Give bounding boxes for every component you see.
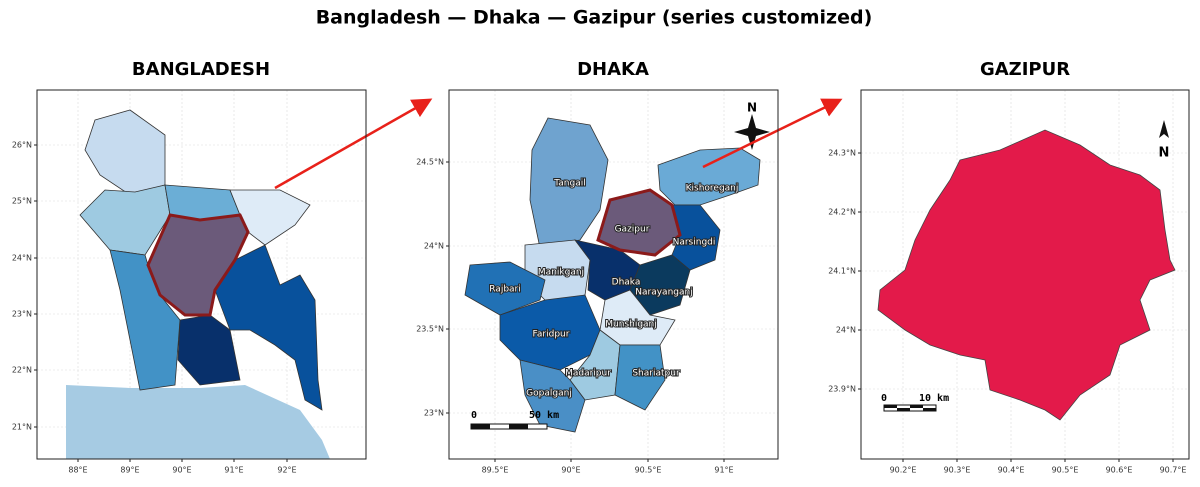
y-tick-label: 24°N [424, 242, 444, 251]
y-tick-label: 22°N [12, 366, 32, 375]
x-tick-label: 90.2°E [890, 466, 917, 475]
district-label: Munshiganj [605, 320, 657, 330]
y-tick-label: 24.2°N [828, 208, 856, 217]
figure-title: Bangladesh — Dhaka — Gazipur (series cus… [316, 7, 873, 29]
division [84, 109, 166, 196]
north-label: N [1159, 146, 1170, 161]
district-label: Narayanganj [635, 288, 692, 298]
scale-label: 50 km [529, 410, 559, 421]
y-tick-label: 21°N [12, 423, 32, 432]
district-shape [877, 129, 1176, 421]
division [109, 249, 181, 391]
district-label: Gopalganj [526, 389, 572, 399]
x-tick-label: 90°E [172, 466, 191, 475]
zoom-arrow [702, 98, 843, 169]
x-tick-label: 88°E [68, 466, 87, 475]
scale-bar [883, 404, 937, 412]
highlighted-district [596, 188, 682, 257]
district-label: Tangail [553, 179, 585, 189]
district-label: Shariatpur [632, 369, 680, 379]
district [657, 147, 761, 206]
district [529, 117, 609, 249]
x-tick-label: 90.5°E [635, 466, 662, 475]
y-tick-label: 26°N [12, 141, 32, 150]
y-tick-label: 24.1°N [828, 267, 856, 276]
y-tick-label: 24°N [836, 326, 856, 335]
x-tick-label: 90.6°E [1106, 466, 1133, 475]
y-tick-label: 23.9°N [828, 385, 856, 394]
x-tick-label: 89°E [120, 466, 139, 475]
y-tick-label: 23°N [12, 310, 32, 319]
district-label: Manikganj [538, 268, 584, 278]
district-label: Faridpur [533, 330, 570, 340]
axes-frame [860, 89, 1190, 460]
north-arrow [734, 114, 770, 150]
division [214, 244, 323, 411]
bangladesh-map [66, 109, 330, 459]
y-tick-label: 25°N [12, 197, 32, 206]
north-label: N [747, 101, 757, 115]
district-label: Narsingdi [673, 238, 716, 248]
district-label: Dhaka [612, 278, 641, 288]
x-tick-label: 90.3°E [944, 466, 971, 475]
scale-label: 0 [881, 393, 887, 404]
district-label: Gazipur [615, 225, 650, 235]
district-label: Kishoreganj [686, 184, 739, 194]
axes-frame [36, 89, 367, 460]
y-tick-label: 24.5°N [416, 158, 444, 167]
x-tick-label: 91°E [224, 466, 243, 475]
y-tick-label: 23°N [424, 409, 444, 418]
scale-bar [470, 423, 548, 430]
district-label: Rajbari [489, 285, 521, 295]
panel-title: DHAKA [577, 59, 649, 80]
district-label: Madaripur [565, 369, 611, 379]
y-tick-label: 24°N [12, 254, 32, 263]
y-tick-label: 24.3°N [828, 149, 856, 158]
panel-title: GAZIPUR [980, 59, 1070, 80]
district [464, 261, 546, 316]
x-tick-label: 91°E [714, 466, 733, 475]
district [671, 204, 721, 271]
x-tick-label: 90.7°E [1160, 466, 1187, 475]
gazipur-map: N 0 10 km [877, 120, 1176, 421]
district [519, 359, 586, 433]
x-tick-label: 90.5°E [1052, 466, 1079, 475]
x-tick-label: 90°E [561, 466, 580, 475]
dhaka-map: N 0 50 km [464, 101, 770, 433]
panel-title: BANGLADESH [132, 59, 270, 80]
x-tick-label: 92°E [277, 466, 296, 475]
zoom-arrow [274, 98, 433, 190]
highlighted-division [146, 213, 250, 317]
district [614, 344, 666, 411]
scale-label: 10 km [919, 393, 949, 404]
north-arrow [1159, 120, 1169, 138]
axes-frame [448, 89, 779, 460]
x-tick-label: 90.4°E [998, 466, 1025, 475]
x-tick-label: 89.5°E [482, 466, 509, 475]
sea [66, 385, 330, 459]
scale-label: 0 [471, 410, 477, 421]
y-tick-label: 23.5°N [416, 325, 444, 334]
